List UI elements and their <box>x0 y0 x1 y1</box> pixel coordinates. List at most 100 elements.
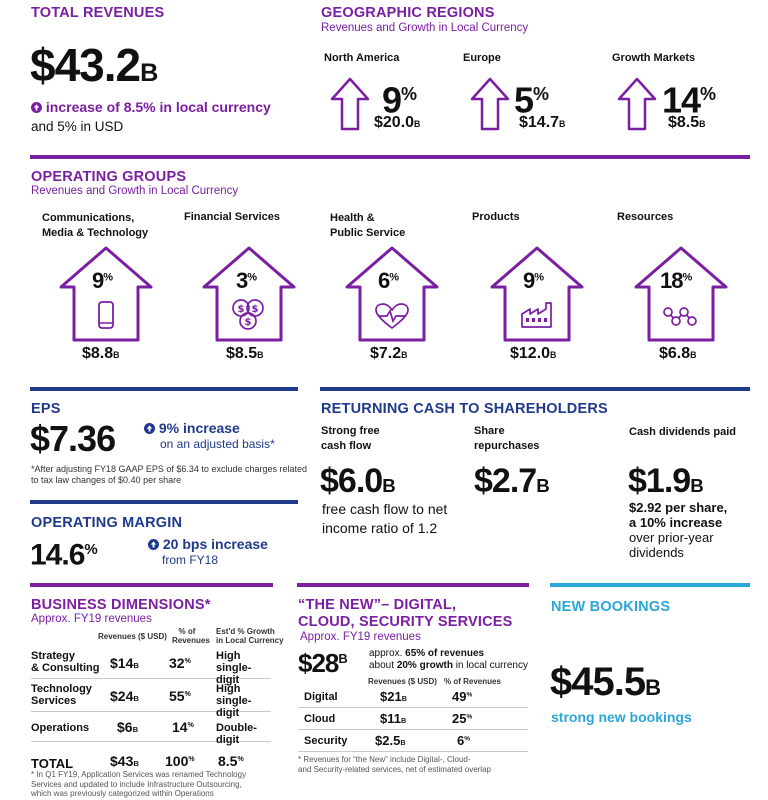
svg-text:$: $ <box>245 317 252 328</box>
region-name: North America <box>324 52 400 64</box>
bd-col-revenues: Revenues ($ USD) <box>98 632 167 641</box>
table-total-row: TOTAL $43B 100% 8.5% <box>31 742 271 778</box>
operating-margin-heading: OPERATING MARGIN <box>31 515 183 531</box>
the-new-table: Digital $21B 49% Cloud $11B 25% Security… <box>298 686 528 752</box>
tn-col-revenues: Revenues ($ USD) <box>368 677 437 686</box>
the-new-heading: “THE NEW”– DIGITAL, CLOUD, SECURITY SERVI… <box>298 597 513 630</box>
group-value: $6.8B <box>659 345 697 362</box>
region-value: $20.0B <box>374 114 421 131</box>
bd-row-name: Strategy & Consulting <box>31 650 100 674</box>
bd-row-rev: $24B <box>110 688 139 704</box>
group-name: Resources <box>617 211 674 223</box>
total-revenues-value: $43.2B <box>30 39 158 91</box>
dividends-value: $1.9B <box>628 462 704 500</box>
tn-row-pct: 25% <box>452 711 473 726</box>
table-row: Digital $21B 49% <box>298 686 528 708</box>
bd-table: Strategy & Consulting $14B 32% High single… <box>31 647 271 778</box>
tn-row-rev: $2.5B <box>375 733 406 748</box>
dividends-label: Cash dividends paid <box>629 426 736 438</box>
operating-margin-from: from FY18 <box>162 553 219 567</box>
total-revenues-increase: increase of 8.5% in local currency <box>31 99 271 115</box>
tn-row-rev: $11B <box>380 711 407 726</box>
section-divider <box>320 387 750 391</box>
up-circle-icon <box>144 423 155 434</box>
the-new-summary: approx. 65% of revenues about 20% growth… <box>369 648 528 671</box>
tn-row-name: Cloud <box>304 713 336 725</box>
bd-total-name: TOTAL <box>31 756 74 771</box>
region-name: Growth Markets <box>612 52 696 64</box>
tn-row-rev: $21B <box>380 689 407 704</box>
region-value: $8.5B <box>668 114 706 131</box>
table-row: Technology Services $24B 55% High single-d… <box>31 679 271 719</box>
group-pct: 9% <box>92 268 113 293</box>
bd-row-name: Technology Services <box>31 683 92 707</box>
group-name: Communications, Media & Technology <box>42 212 149 239</box>
table-row: Cloud $11B 25% <box>298 708 528 730</box>
the-new-value: $28B <box>298 648 348 679</box>
table-row: Operations $6B 14% Double-digit <box>31 712 271 746</box>
group-pct: 18% <box>660 268 692 293</box>
tn-row-name: Security <box>304 735 348 747</box>
region-value: $14.7B <box>519 114 566 131</box>
bd-row-rev: $14B <box>110 655 139 671</box>
eps-increase: 9% increase <box>144 420 240 436</box>
group-value: $12.0B <box>510 345 557 362</box>
house-outline-icon <box>490 246 584 342</box>
bd-row-name: Operations <box>31 722 90 734</box>
section-divider <box>30 500 298 504</box>
bd-row-rev: $6B <box>117 719 139 735</box>
bd-col-pct: % of Revenues <box>172 627 210 645</box>
group-name: Financial Services <box>184 211 280 223</box>
eps-heading: EPS <box>31 401 61 417</box>
bd-row-growth: High single-digit <box>216 650 252 686</box>
eps-value: $7.36 <box>30 418 116 459</box>
bd-footnote: * In Q1 FY19, Application Services was r… <box>31 770 247 798</box>
free-cash-label: Strong free cash flow <box>321 425 380 452</box>
section-divider <box>550 583 750 587</box>
bd-col-growth: Est'd % Growth in Local Currency <box>216 627 284 645</box>
tn-row-name: Digital <box>304 691 338 703</box>
region-pct: 9% <box>382 79 417 121</box>
eps-basis: on an adjusted basis* <box>160 437 275 451</box>
factory-icon <box>521 302 552 328</box>
house-outline-icon <box>345 246 439 342</box>
svg-text:$: $ <box>238 304 245 315</box>
bd-row-pct: 14% <box>172 719 194 735</box>
geo-subheading: Revenues and Growth in Local Currency <box>321 22 529 34</box>
eps-footnote: *After adjusting FY18 GAAP EPS of $6.34 … <box>31 464 307 485</box>
new-bookings-heading: NEW BOOKINGS <box>551 599 671 615</box>
the-new-footnote: * Revenues for “the New” include Digital… <box>298 755 491 774</box>
bd-row-pct: 55% <box>169 688 191 704</box>
dollar-coins-icon: $ $$ <box>232 299 264 330</box>
group-name: Products <box>472 211 520 223</box>
group-value: $8.8B <box>82 345 120 362</box>
up-circle-icon <box>31 102 42 113</box>
up-arrow-icon <box>470 77 510 131</box>
house-outline-icon <box>634 246 728 342</box>
house-outline-icon <box>59 246 153 342</box>
up-arrow-icon <box>330 77 370 131</box>
section-divider <box>30 583 273 587</box>
group-value: $8.5B <box>226 345 264 362</box>
total-revenues-usd: and 5% in USD <box>31 119 124 134</box>
bd-row-growth: Double-digit <box>216 722 257 746</box>
section-divider <box>30 155 750 159</box>
repurchases-label: Share repurchases <box>474 425 540 452</box>
new-bookings-value: $45.5B <box>550 660 661 704</box>
molecule-icon <box>663 307 697 326</box>
new-bookings-desc: strong new bookings <box>551 709 692 725</box>
bd-total-growth: 8.5% <box>218 753 244 769</box>
operating-groups-heading: OPERATING GROUPS <box>31 169 187 185</box>
repurchases-value: $2.7B <box>474 462 550 500</box>
bd-row-growth: High single-digit <box>216 683 252 719</box>
tn-row-pct: 49% <box>452 689 473 704</box>
region-name: Europe <box>463 52 501 64</box>
operating-groups-subheading: Revenues and Growth in Local Currency <box>31 185 239 197</box>
region-pct: 5% <box>514 79 549 121</box>
business-dimensions-heading: BUSINESS DIMENSIONS* <box>31 597 211 613</box>
bd-total-pct: 100% <box>165 753 195 769</box>
tn-row-pct: 6% <box>457 733 471 748</box>
tn-col-pct: % of Revenues <box>444 677 501 686</box>
section-divider <box>30 387 298 391</box>
table-row: Security $2.5B 6% <box>298 730 528 752</box>
